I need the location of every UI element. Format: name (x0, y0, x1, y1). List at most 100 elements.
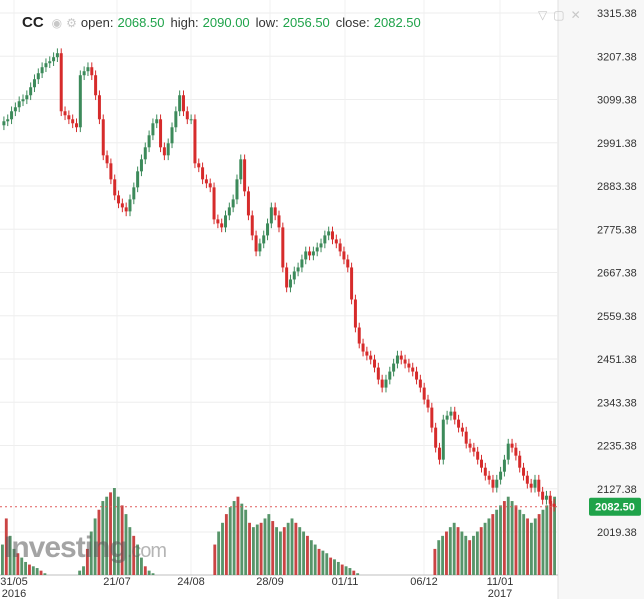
candle-body (258, 243, 262, 252)
close-label: close: (335, 15, 370, 30)
volume-bar (109, 492, 112, 575)
volume-bar (259, 522, 263, 575)
volume-bar (510, 501, 514, 575)
volume-bar (545, 505, 549, 575)
candle-body (224, 215, 228, 228)
candle-body (40, 67, 44, 74)
volume-bar (541, 509, 545, 575)
candle-body (552, 503, 556, 507)
candle-body (197, 163, 201, 168)
maximize-icon[interactable]: ▢ (553, 8, 565, 22)
volume-bar (279, 531, 282, 575)
candle-body (101, 119, 105, 156)
candle-body (415, 371, 419, 380)
volume-bar (317, 548, 321, 575)
y-tick-label: 3315.38 (597, 8, 637, 20)
volume-bar (499, 505, 502, 575)
last-price-badge (589, 497, 641, 516)
candle-body (147, 135, 151, 148)
last-price-label: 2082.50 (595, 502, 635, 514)
candle-body (132, 187, 136, 200)
candle-body (204, 179, 208, 184)
candle-body (457, 419, 461, 428)
volume-bar (468, 540, 472, 575)
volume-bar (313, 544, 317, 575)
volume-bar (483, 522, 487, 575)
y-tick-label: 2343.38 (597, 397, 637, 409)
volume-bar (116, 496, 120, 575)
candle-body (346, 259, 350, 268)
candle-body (319, 243, 323, 248)
volume-bar (8, 535, 12, 575)
volume-bar (294, 522, 298, 575)
candle-body (59, 53, 63, 112)
volume-bar (213, 544, 217, 575)
volume-bar (228, 507, 232, 575)
candle-body (418, 379, 422, 388)
candle-body (139, 159, 143, 172)
candle-body (361, 343, 365, 352)
volume-bar (89, 531, 93, 575)
candle-body (13, 107, 17, 112)
x-tick-label: 24/08 (177, 576, 205, 588)
candle-body (403, 359, 407, 364)
candle-body (323, 235, 327, 244)
volume-bar (128, 527, 132, 575)
candle-body (426, 399, 430, 408)
candle-body (231, 199, 235, 208)
candle-body (136, 171, 140, 188)
candle-body (17, 101, 21, 108)
watermark-suffix: .com (126, 540, 167, 562)
volume-bar (221, 522, 224, 575)
candle-body (246, 191, 250, 216)
candle-body (453, 411, 457, 420)
candle-body (472, 447, 476, 452)
x-tick-label: 11/01 (487, 576, 514, 588)
open-label: open: (80, 15, 114, 30)
x-year-label: 2016 (2, 588, 26, 599)
candle-body (243, 159, 247, 192)
volume-bar (306, 535, 309, 575)
candle-body (67, 115, 71, 120)
volume-bar (12, 548, 16, 575)
candle-body (529, 483, 533, 488)
candle-body (499, 471, 503, 480)
candle-body (220, 223, 224, 228)
top-icons: ▽ ▢ ✕ (538, 8, 581, 22)
candle-body (350, 267, 354, 300)
candle-body (392, 363, 396, 372)
candle-body (395, 355, 399, 364)
candle-body (269, 207, 273, 224)
low-value: 2056.50 (282, 15, 330, 30)
candle-body (296, 267, 300, 272)
volume-bar (452, 522, 456, 575)
y-tick-label: 2451.38 (597, 354, 637, 366)
candle-body (399, 355, 403, 360)
candle-body (288, 279, 292, 288)
candle-body (376, 367, 380, 380)
candle-body (357, 327, 361, 344)
candle-body (44, 63, 48, 68)
volume-bar (456, 527, 460, 575)
candle-body (430, 407, 434, 428)
volume-bar (28, 564, 31, 575)
candle-body (254, 235, 258, 252)
volume-bar (479, 527, 483, 575)
volume-bar (16, 553, 20, 575)
candle-body (48, 61, 52, 64)
volume-bar (105, 496, 109, 575)
ohlc-header: CC ◉ ⚙ open: 2068.50 high: 2090.00 low: … (22, 14, 427, 31)
chevron-down-icon[interactable]: ▽ (538, 8, 548, 22)
eye-icon[interactable]: ◉ (51, 15, 63, 30)
candle-body (178, 95, 182, 112)
volume-bar (251, 527, 255, 575)
candle-body (300, 259, 304, 268)
close-icon[interactable]: ✕ (570, 8, 581, 22)
volume-bar (460, 531, 464, 575)
candle-body (124, 207, 128, 212)
settings-icon[interactable]: ⚙ (66, 15, 77, 30)
y-tick-label: 2775.38 (597, 224, 637, 236)
y-tick-label: 2127.38 (597, 484, 637, 496)
